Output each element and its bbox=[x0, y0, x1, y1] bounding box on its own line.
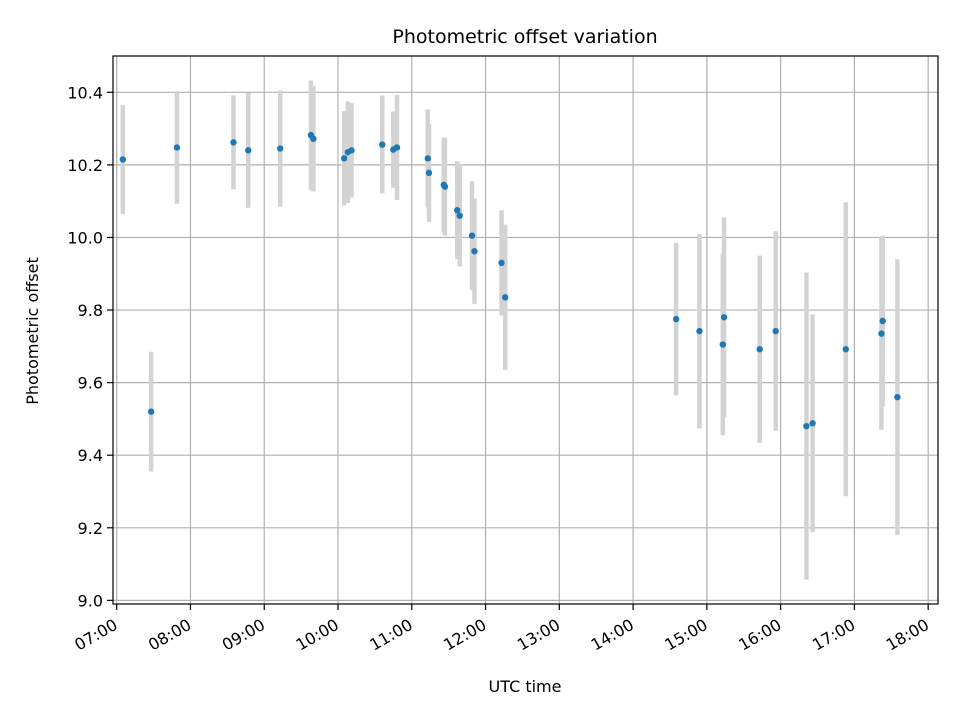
data-point bbox=[173, 144, 181, 151]
data-point bbox=[340, 155, 348, 162]
data-point bbox=[756, 346, 763, 353]
data-point bbox=[696, 327, 703, 335]
data-point bbox=[348, 147, 355, 154]
data-point bbox=[454, 207, 461, 214]
data-point bbox=[310, 135, 317, 142]
data-point bbox=[719, 341, 727, 348]
y-tick-label: 9.8 bbox=[78, 301, 103, 320]
data-point bbox=[468, 232, 476, 239]
y-axis-label: Photometric offset bbox=[23, 257, 42, 405]
data-point bbox=[230, 139, 237, 146]
y-tick-label: 10.4 bbox=[67, 83, 103, 102]
data-points bbox=[119, 131, 901, 430]
y-tick-label: 10.0 bbox=[67, 228, 103, 247]
data-point bbox=[502, 294, 509, 301]
x-axis-label: UTC time bbox=[489, 677, 562, 696]
data-point bbox=[842, 346, 849, 353]
y-tick-label: 9.2 bbox=[78, 519, 103, 538]
y-tick-label: 9.6 bbox=[78, 374, 103, 393]
y-tick-label: 9.4 bbox=[78, 446, 103, 465]
data-point bbox=[471, 248, 478, 255]
data-point bbox=[147, 408, 155, 415]
data-point bbox=[672, 315, 680, 323]
data-point bbox=[878, 330, 885, 337]
data-point bbox=[379, 141, 386, 148]
data-point bbox=[245, 147, 252, 154]
data-point bbox=[803, 422, 810, 430]
data-point bbox=[894, 393, 901, 401]
grid bbox=[113, 56, 938, 604]
data-point bbox=[720, 314, 728, 321]
data-point bbox=[772, 327, 779, 335]
data-point bbox=[441, 183, 449, 190]
data-point bbox=[809, 420, 816, 427]
data-point bbox=[393, 144, 401, 151]
data-point bbox=[879, 317, 886, 325]
data-point bbox=[424, 155, 431, 162]
data-point bbox=[277, 145, 284, 152]
data-point bbox=[456, 212, 463, 219]
y-tick-label: 9.0 bbox=[78, 591, 103, 610]
data-point bbox=[498, 259, 505, 267]
data-point bbox=[425, 169, 433, 177]
y-tick-label: 10.2 bbox=[67, 156, 103, 175]
chart-title: Photometric offset variation bbox=[392, 26, 657, 48]
plot-frame bbox=[112, 55, 939, 605]
y-axis-ticks: 9.0 9.2 9.4 9.6 9.8 10.0 10.2 10.4 bbox=[67, 83, 113, 610]
data-point bbox=[119, 156, 127, 163]
